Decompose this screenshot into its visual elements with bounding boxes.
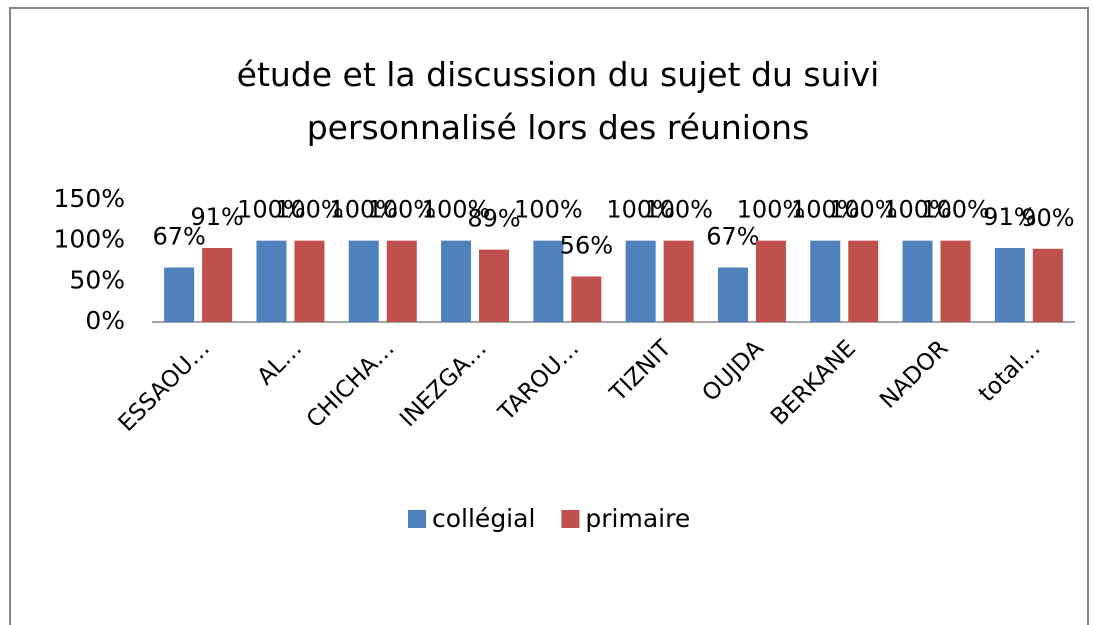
data-label: 89%	[467, 205, 520, 233]
data-label: 100%	[791, 196, 860, 224]
data-label: 100%	[829, 196, 898, 224]
x-tick-label: INEZGA…	[395, 335, 492, 432]
data-label: 91%	[190, 203, 243, 231]
chart-title: étude et la discussion du sujet du suivi…	[236, 55, 880, 147]
bar	[902, 240, 933, 322]
bar	[663, 240, 694, 322]
bar	[571, 276, 602, 322]
bar	[164, 267, 195, 322]
data-label: 91%	[983, 203, 1036, 231]
data-label: 100%	[883, 196, 952, 224]
data-label: 67%	[706, 223, 759, 251]
data-label: 100%	[367, 196, 436, 224]
legend-label: collégial	[432, 504, 535, 533]
bar	[348, 240, 379, 322]
y-tick-label: 100%	[54, 225, 125, 254]
legend-swatch	[561, 510, 580, 528]
bar	[717, 267, 748, 322]
data-label: 100%	[422, 196, 491, 224]
x-tick-label: OUJDA	[698, 335, 769, 406]
x-tick-label: TAROU…	[493, 335, 584, 426]
chart-frame	[9, 7, 1089, 625]
data-label: 56%	[560, 231, 613, 259]
data-label: 100%	[606, 196, 675, 224]
bar	[294, 240, 325, 322]
legend-swatch	[408, 510, 426, 528]
data-label: 100%	[644, 196, 713, 224]
data-label: 100%	[329, 196, 398, 224]
bar	[994, 247, 1025, 322]
data-label: 67%	[152, 223, 205, 251]
y-tick-label: 50%	[69, 265, 125, 294]
x-tick-label: TIZNIT	[605, 335, 678, 408]
data-label: 100%	[275, 196, 344, 224]
x-tick-label: ESSAOU…	[114, 335, 215, 436]
bar	[386, 240, 417, 322]
y-tick-label: 150%	[54, 184, 125, 213]
data-label: 100%	[514, 196, 583, 224]
y-tick-label: 0%	[85, 306, 125, 335]
bar	[256, 240, 287, 322]
x-tick-label: BERKANE	[766, 335, 861, 430]
data-label: 100%	[237, 196, 306, 224]
data-label: 100%	[737, 196, 806, 224]
data-label: 90%	[1021, 204, 1074, 232]
x-tick-label: NADOR	[875, 335, 953, 413]
x-tick-label: CHICHA…	[302, 335, 400, 433]
bar	[940, 240, 971, 322]
bar	[441, 240, 472, 322]
bar	[1032, 248, 1063, 322]
bar	[810, 240, 841, 322]
bar	[202, 247, 233, 322]
bar	[625, 240, 656, 322]
x-tick-label: AL…	[252, 335, 307, 390]
bar	[755, 240, 786, 322]
bar	[848, 240, 879, 322]
x-tick-label: total…	[974, 335, 1046, 407]
legend-label: primaire	[585, 504, 690, 533]
bar	[479, 249, 510, 322]
bar	[533, 240, 564, 322]
data-label: 100%	[921, 196, 990, 224]
